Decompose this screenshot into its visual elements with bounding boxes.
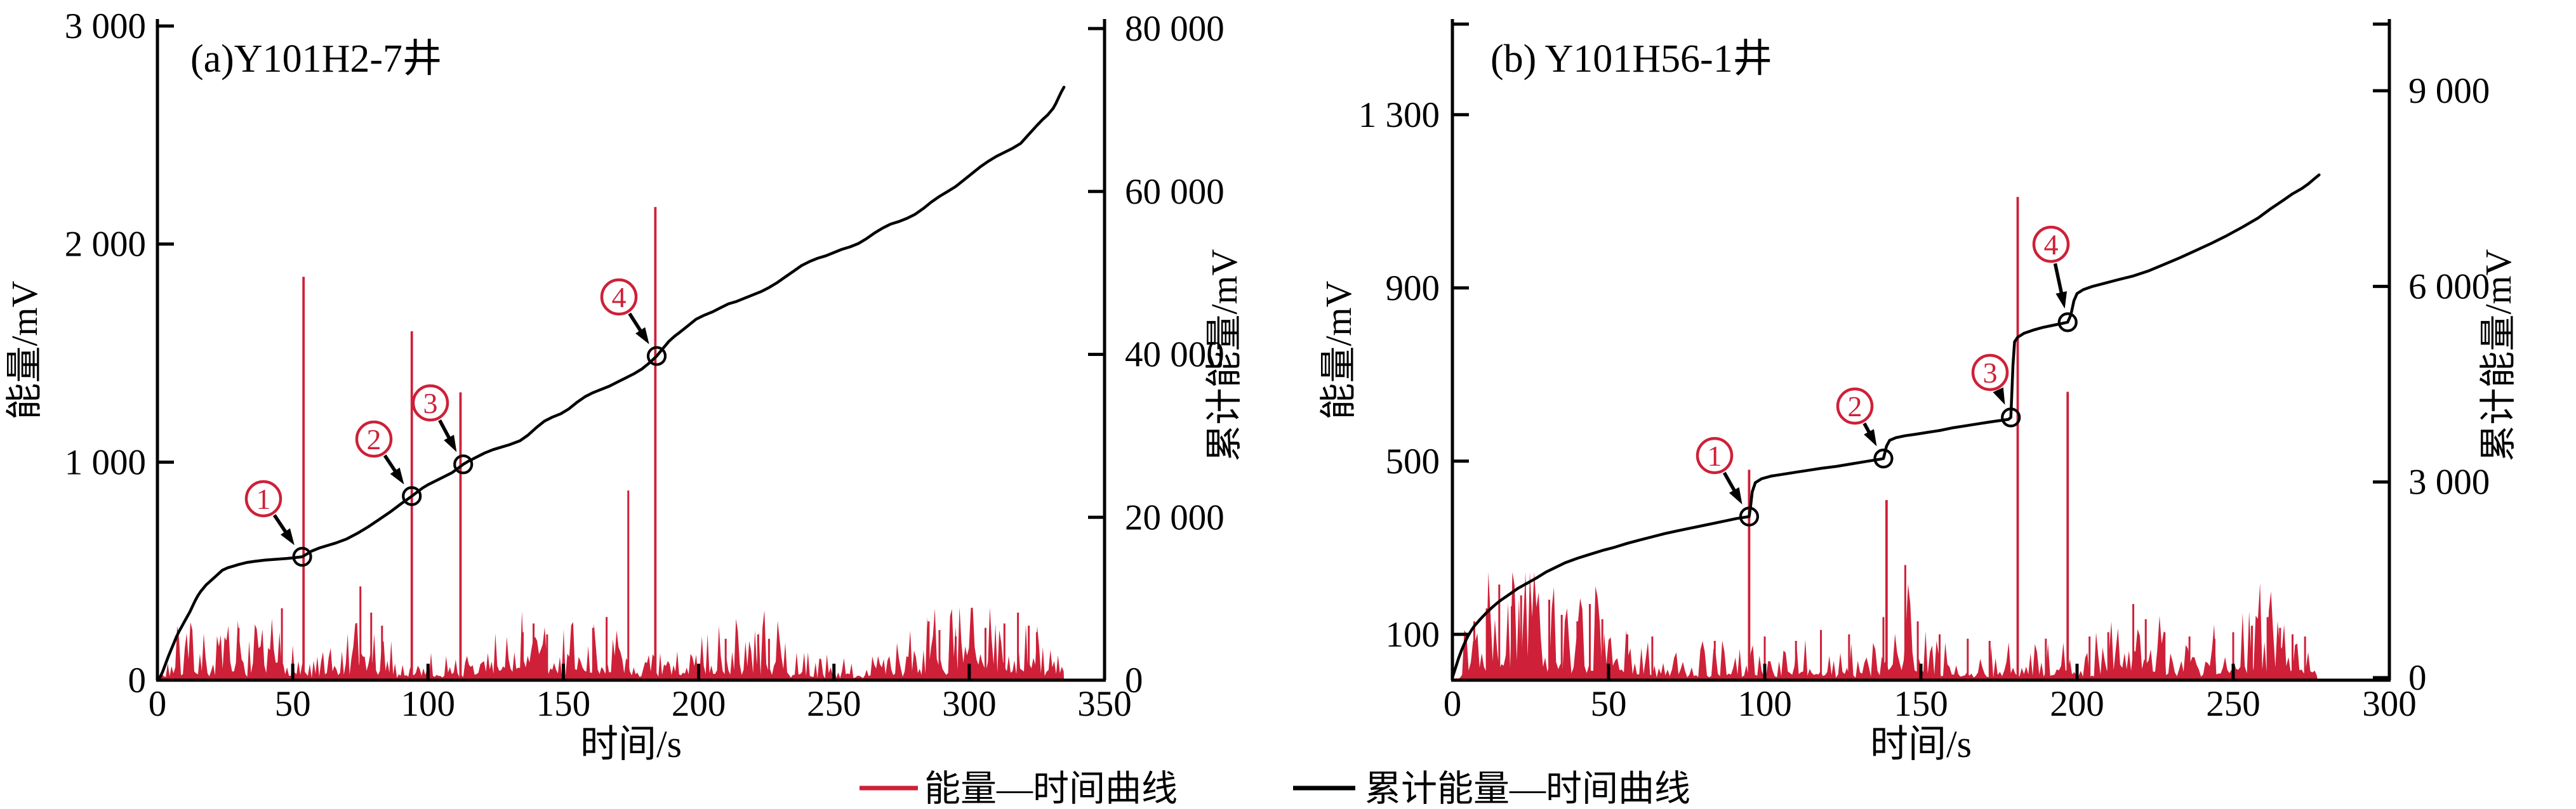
panel-b-title: (b) Y101H56-1井 — [1490, 37, 1772, 81]
annotation-arrowhead-icon — [1729, 487, 1743, 504]
stage-point-marker — [292, 546, 312, 567]
x-tick-label: 250 — [807, 684, 861, 724]
x-tick-label: 200 — [2050, 684, 2104, 724]
right-y-tick-label: 0 — [2408, 658, 2427, 698]
panel-a-xaxis-label: 时间/s — [580, 723, 682, 765]
annotation-number: 1 — [1708, 440, 1722, 472]
annotation-number-circle — [411, 384, 449, 422]
legend-cumulative-label: 累计能量—时间曲线 — [1365, 769, 1690, 809]
panel-b-xaxis-label: 时间/s — [1870, 723, 1972, 765]
annotation-number-circle — [2032, 225, 2070, 263]
cumulative-energy-curve — [1451, 173, 2321, 680]
x-tick-label: 300 — [2362, 684, 2417, 724]
stage-point-marker — [646, 346, 667, 366]
annotation-number-circle — [600, 278, 638, 316]
right-y-tick-label: 9 000 — [2408, 71, 2490, 111]
x-tick-label: 300 — [942, 684, 997, 724]
panel-a-right-axis-label: 累计能量/mV — [1204, 249, 1245, 461]
annotation-arrowhead-icon — [1864, 429, 1877, 447]
x-tick-label: 0 — [149, 684, 167, 724]
x-tick-label: 50 — [1591, 684, 1627, 724]
annotation-number: 3 — [423, 387, 438, 419]
stage-point-marker — [1873, 449, 1894, 469]
annotation-number-circle — [1696, 437, 1734, 475]
energy-noise-area — [160, 607, 1065, 680]
x-tick-label: 200 — [672, 684, 726, 724]
right-y-tick-label: 40 000 — [1125, 335, 1225, 375]
cumulative-energy-curve — [156, 86, 1066, 682]
x-tick-label: 250 — [2206, 684, 2261, 724]
right-y-tick-label: 20 000 — [1125, 497, 1225, 537]
panel-a-left-axis-label: 能量/mV — [4, 280, 45, 419]
energy-noise-area — [1455, 572, 2318, 680]
x-tick-label: 150 — [1894, 684, 1948, 724]
annotation-number: 2 — [1848, 390, 1862, 423]
left-y-tick-label: 2 000 — [65, 225, 146, 265]
annotation-arrowhead-icon — [280, 528, 295, 546]
annotation-number: 3 — [1983, 357, 1998, 389]
left-y-tick-label: 500 — [1386, 442, 1440, 482]
x-tick-label: 0 — [1444, 684, 1462, 724]
annotation-arrowhead-icon — [390, 467, 404, 485]
stage-point-marker — [402, 486, 422, 506]
annotation-number-circle — [1971, 353, 2009, 391]
panel-b-plot-layers: 0 50 100 150 200 250 300 100 500 900 1 300 0 3 000 6 … — [1358, 19, 2490, 724]
right-y-tick-label: 60 000 — [1125, 172, 1225, 212]
panel-b-Y101H56-1: 0 50 100 150 200 250 300 100 500 900 1 300 0 3 000 6 … — [1318, 19, 2519, 765]
left-y-tick-label: 1 300 — [1358, 95, 1440, 135]
x-tick-label: 150 — [536, 684, 591, 724]
x-tick-label: 100 — [401, 684, 456, 724]
annotation-arrowhead-icon — [635, 327, 649, 345]
annotation-arrowhead-icon — [2055, 291, 2068, 309]
right-y-tick-label: 0 — [1125, 661, 1143, 700]
annotation-number-circle — [355, 420, 393, 458]
stage-point-marker — [2057, 312, 2078, 332]
panel-b-right-axis-label: 累计能量/mV — [2478, 249, 2519, 461]
annotation-arrowhead-icon — [1993, 387, 2005, 405]
stage-point-marker — [453, 454, 474, 475]
annotation-number: 4 — [612, 281, 627, 313]
stage-point-marker — [1739, 506, 1759, 527]
annotation-number-circle — [244, 480, 282, 518]
left-y-tick-label: 1 000 — [65, 442, 146, 482]
left-y-tick-label: 3 000 — [65, 6, 146, 46]
right-y-tick-label: 3 000 — [2408, 463, 2490, 503]
x-tick-label: 50 — [275, 684, 311, 724]
left-y-tick-label: 900 — [1386, 268, 1440, 308]
annotation-arrowhead-icon — [444, 435, 457, 452]
right-y-tick-label: 6 000 — [2408, 266, 2490, 306]
legend: 能量—时间曲线 累计能量—时间曲线 — [860, 769, 1690, 809]
x-tick-label: 100 — [1737, 684, 1792, 724]
x-tick-label: 350 — [1077, 684, 1132, 724]
annotation-number-circle — [1836, 387, 1874, 425]
right-y-tick-label: 80 000 — [1125, 9, 1225, 49]
annotation-number: 4 — [2044, 228, 2059, 261]
panel-a-title: (a)Y101H2-7井 — [190, 37, 442, 81]
annotation-number: 2 — [367, 423, 382, 456]
left-y-tick-label: 100 — [1386, 615, 1440, 655]
panel-b-left-axis-label: 能量/mV — [1318, 280, 1359, 419]
legend-energy-label: 能量—时间曲线 — [924, 769, 1178, 809]
stage-point-marker — [2001, 407, 2021, 428]
left-y-tick-label: 0 — [128, 661, 147, 700]
annotation-number: 1 — [256, 483, 271, 515]
